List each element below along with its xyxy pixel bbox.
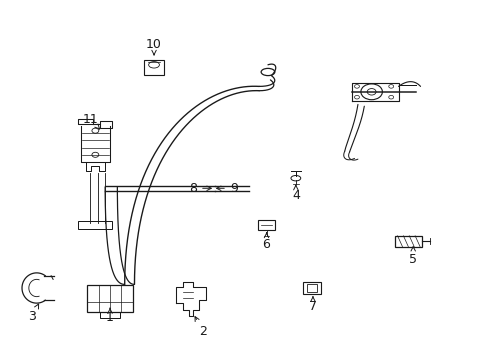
Text: 5: 5 [408, 247, 416, 266]
Text: 4: 4 [291, 185, 299, 202]
Text: 10: 10 [146, 39, 162, 55]
Text: 8: 8 [189, 182, 211, 195]
Bar [78, 221, 112, 229]
Text: 1: 1 [106, 308, 114, 324]
Bar [100, 312, 120, 318]
Text: 9: 9 [216, 182, 237, 195]
Text: 3: 3 [28, 304, 39, 323]
Text: 2: 2 [195, 316, 206, 338]
Text: 6: 6 [262, 233, 270, 251]
Bar [86, 285, 133, 312]
Text: 7: 7 [308, 297, 316, 313]
Bar [257, 220, 275, 230]
Bar [303, 282, 320, 294]
Bar [306, 284, 316, 292]
Bar [394, 236, 421, 247]
Bar [144, 60, 163, 75]
Text: 11: 11 [82, 113, 100, 129]
